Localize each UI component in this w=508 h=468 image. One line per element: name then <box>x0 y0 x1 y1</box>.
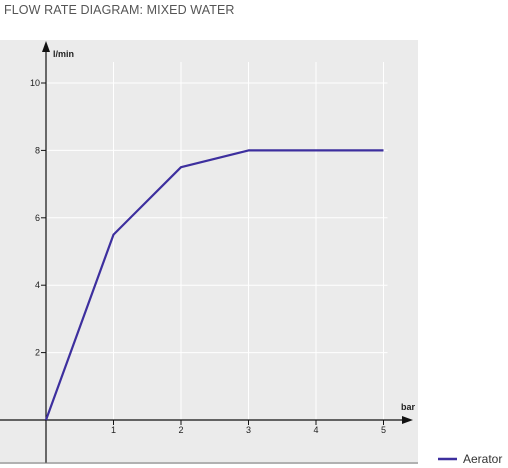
y-tick-label-2: 2 <box>35 348 40 358</box>
chart-title: FLOW RATE DIAGRAM: MIXED WATER <box>4 3 235 17</box>
x-tick-label-4: 4 <box>313 425 318 435</box>
y-tick-label-4: 4 <box>35 280 40 290</box>
axes <box>0 41 418 464</box>
plot-background <box>0 40 418 464</box>
x-axis-arrow <box>402 416 413 424</box>
x-tick-label-1: 1 <box>111 425 116 435</box>
y-tick-label-10: 10 <box>30 78 40 88</box>
y-tick-label-8: 8 <box>35 145 40 155</box>
x-tick-label-5: 5 <box>381 425 386 435</box>
x-tick-label-3: 3 <box>246 425 251 435</box>
y-tick-label-6: 6 <box>35 213 40 223</box>
grid <box>46 62 388 420</box>
x-axis-unit-label: bar <box>401 402 416 412</box>
y-axis-arrow <box>42 41 50 52</box>
x-tick-label-2: 2 <box>178 425 183 435</box>
series-line-0 <box>44 149 384 421</box>
series <box>44 149 384 421</box>
tick-labels: 1 2 3 4 5 2 4 6 8 10 l/min bar <box>30 49 416 435</box>
legend: Aerator <box>438 452 502 466</box>
legend-label-0: Aerator <box>463 452 502 466</box>
y-axis-unit-label: l/min <box>53 49 74 59</box>
